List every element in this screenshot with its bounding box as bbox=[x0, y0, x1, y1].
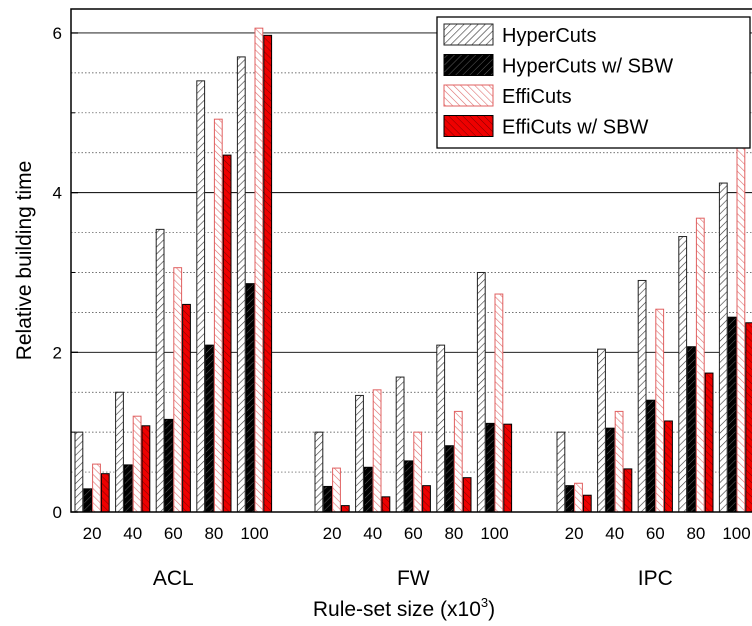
bar-ipc-20-series-1 bbox=[565, 485, 575, 513]
x-tick-label: 40 bbox=[363, 524, 382, 543]
bar-acl-40-series-0 bbox=[115, 391, 124, 513]
bar-acl-80-series-0 bbox=[196, 80, 206, 513]
bar-ipc-100-series-3 bbox=[745, 322, 752, 513]
x-tick-label: 20 bbox=[83, 524, 102, 543]
x-tick-label: 80 bbox=[204, 524, 223, 543]
y-tick-label: 4 bbox=[53, 184, 62, 203]
bar-fw-80-series-3 bbox=[462, 477, 472, 513]
legend-swatch-0 bbox=[443, 23, 494, 46]
bars bbox=[74, 27, 752, 513]
x-tick-label: 100 bbox=[722, 524, 750, 543]
bar-acl-20-series-3 bbox=[100, 473, 110, 513]
legend-label-0: HyperCuts bbox=[502, 25, 596, 47]
bar-fw-60-series-3 bbox=[422, 485, 431, 513]
bar-fw-40-series-1 bbox=[363, 466, 373, 513]
bar-ipc-80-series-0 bbox=[678, 236, 688, 513]
bar-acl-80-series-1 bbox=[205, 344, 214, 513]
legend-swatch-1 bbox=[443, 54, 494, 76]
tick-labels: 0 2 4 6 20 40 60 80 100 ACL 20 40 60 80 100 FW 20 40 60 80 1… bbox=[53, 24, 751, 590]
bar-acl-20-series-0 bbox=[74, 431, 84, 513]
y-axis-title: Relative building time bbox=[13, 161, 36, 361]
bar-acl-20-series-2 bbox=[92, 463, 101, 513]
bar-fw-80-series-2 bbox=[453, 410, 463, 513]
x-tick-label: 60 bbox=[164, 524, 183, 543]
group-label-fw: FW bbox=[397, 567, 430, 590]
bar-ipc-40-series-1 bbox=[605, 427, 615, 513]
bar-fw-80-series-0 bbox=[436, 344, 446, 513]
bar-acl-60-series-3 bbox=[182, 303, 191, 513]
bar-ipc-40-series-2 bbox=[614, 410, 624, 513]
bar-ipc-80-series-2 bbox=[695, 217, 705, 513]
x-axis-title: Rule-set size (x103) bbox=[313, 595, 495, 621]
legend-label-3: EffiCuts w/ SBW bbox=[502, 117, 648, 139]
legend-label-2: EffiCuts bbox=[502, 86, 572, 108]
bar-acl-100-series-3 bbox=[263, 34, 273, 513]
bar-ipc-80-series-1 bbox=[687, 346, 696, 513]
y-tick-label: 2 bbox=[53, 343, 62, 362]
bar-ipc-20-series-3 bbox=[582, 494, 592, 513]
bar-fw-100-series-2 bbox=[494, 293, 504, 513]
bar-fw-20-series-3 bbox=[340, 505, 350, 513]
x-tick-label: 40 bbox=[123, 524, 142, 543]
bar-fw-100-series-0 bbox=[476, 271, 486, 513]
legend-label-1: HyperCuts w/ SBW bbox=[502, 56, 673, 78]
group-label-acl: ACL bbox=[153, 567, 194, 590]
bar-acl-60-series-1 bbox=[164, 418, 174, 513]
legend: HyperCuts HyperCuts w/ SBW EffiCuts EffiCut… bbox=[436, 16, 751, 149]
bar-ipc-60-series-0 bbox=[637, 279, 647, 513]
bar-ipc-20-series-2 bbox=[574, 482, 583, 513]
bar-ipc-20-series-0 bbox=[556, 431, 566, 513]
bar-acl-100-series-1 bbox=[245, 283, 255, 513]
bar-fw-20-series-1 bbox=[323, 485, 333, 513]
x-tick-label: 100 bbox=[480, 524, 508, 543]
x-tick-label: 20 bbox=[565, 524, 584, 543]
x-tick-label: 100 bbox=[240, 524, 268, 543]
bar-fw-60-series-1 bbox=[404, 460, 414, 513]
bar-acl-20-series-1 bbox=[83, 488, 93, 513]
axis-ticks bbox=[71, 32, 78, 513]
bar-acl-40-series-2 bbox=[132, 415, 142, 513]
bar-ipc-40-series-3 bbox=[623, 468, 633, 513]
y-tick-label: 6 bbox=[53, 24, 62, 43]
bar-ipc-80-series-3 bbox=[704, 372, 714, 513]
bar-acl-100-series-0 bbox=[236, 56, 246, 513]
bar-ipc-60-series-2 bbox=[655, 308, 665, 513]
x-tick-label: 60 bbox=[646, 524, 665, 543]
bar-fw-80-series-1 bbox=[445, 445, 454, 513]
bar-fw-40-series-0 bbox=[355, 394, 364, 513]
bar-ipc-60-series-1 bbox=[646, 399, 656, 513]
bar-fw-20-series-0 bbox=[314, 431, 324, 513]
bar-ipc-100-series-1 bbox=[727, 316, 737, 513]
x-tick-label: 60 bbox=[404, 524, 423, 543]
bar-acl-100-series-2 bbox=[254, 27, 264, 513]
y-tick-label: 0 bbox=[53, 503, 62, 522]
bar-acl-80-series-2 bbox=[213, 118, 223, 513]
bar-fw-60-series-2 bbox=[413, 431, 423, 513]
bar-acl-60-series-0 bbox=[155, 228, 165, 513]
legend-swatch-2 bbox=[443, 84, 494, 107]
x-tick-label: 20 bbox=[323, 524, 342, 543]
bar-acl-60-series-2 bbox=[173, 267, 183, 513]
x-tick-label: 40 bbox=[605, 524, 624, 543]
bar-fw-100-series-1 bbox=[485, 422, 495, 513]
bar-fw-60-series-0 bbox=[395, 376, 405, 513]
bar-fw-100-series-3 bbox=[503, 423, 513, 513]
x-tick-label: 80 bbox=[686, 524, 705, 543]
x-tick-label: 80 bbox=[444, 524, 463, 543]
bar-acl-80-series-3 bbox=[222, 154, 232, 513]
bar-acl-40-series-3 bbox=[141, 425, 151, 513]
plot-frame bbox=[70, 8, 752, 513]
bar-ipc-100-series-0 bbox=[718, 182, 728, 513]
bar-fw-20-series-2 bbox=[332, 467, 341, 513]
legend-swatch-3 bbox=[443, 115, 494, 137]
bar-ipc-60-series-3 bbox=[664, 420, 673, 513]
group-label-ipc: IPC bbox=[638, 567, 673, 590]
bar-fw-40-series-2 bbox=[372, 389, 382, 513]
bar-fw-40-series-3 bbox=[381, 496, 391, 513]
bar-ipc-40-series-0 bbox=[597, 348, 606, 513]
bar-acl-40-series-1 bbox=[123, 464, 133, 513]
